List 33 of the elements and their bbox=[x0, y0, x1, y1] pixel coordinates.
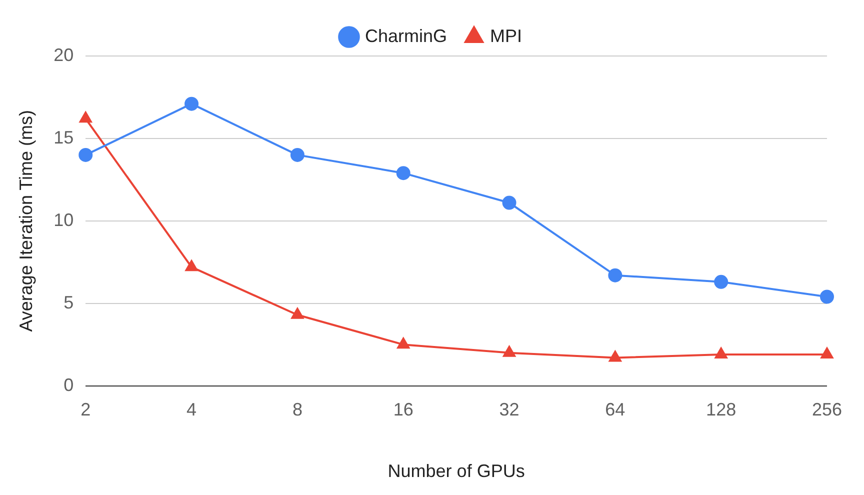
x-axis-title: Number of GPUs bbox=[388, 461, 525, 482]
x-tick-label: 64 bbox=[605, 400, 626, 420]
x-tick-label: 16 bbox=[393, 400, 414, 420]
point bbox=[502, 196, 516, 210]
legend-label: MPI bbox=[490, 26, 522, 46]
point bbox=[291, 308, 304, 319]
x-tick-label: 32 bbox=[499, 400, 520, 420]
x-tick-label: 128 bbox=[706, 400, 736, 420]
y-tick-label: 10 bbox=[54, 210, 74, 230]
point bbox=[503, 346, 516, 357]
x-tick-label: 256 bbox=[812, 400, 842, 420]
point bbox=[714, 347, 728, 358]
y-tick-label: 5 bbox=[64, 292, 74, 312]
y-tick-label: 15 bbox=[54, 127, 74, 148]
point bbox=[184, 96, 199, 111]
point bbox=[79, 112, 92, 123]
point bbox=[185, 260, 198, 272]
point bbox=[820, 347, 834, 358]
legend-label: CharminG bbox=[364, 26, 448, 46]
point bbox=[78, 148, 93, 162]
x-tick-label: 4 bbox=[186, 400, 197, 420]
x-tick-label: 8 bbox=[292, 400, 302, 420]
y-axis-title: Average Iteration Time (ms) bbox=[16, 110, 36, 332]
y-tick-label: 0 bbox=[64, 374, 74, 395]
point bbox=[396, 166, 410, 180]
point bbox=[290, 148, 304, 162]
point bbox=[608, 350, 622, 362]
point bbox=[397, 338, 410, 349]
point bbox=[820, 290, 834, 304]
x-tick-label: 2 bbox=[80, 400, 91, 420]
point bbox=[714, 274, 728, 289]
point bbox=[608, 268, 622, 282]
y-tick-label: 20 bbox=[54, 44, 74, 65]
